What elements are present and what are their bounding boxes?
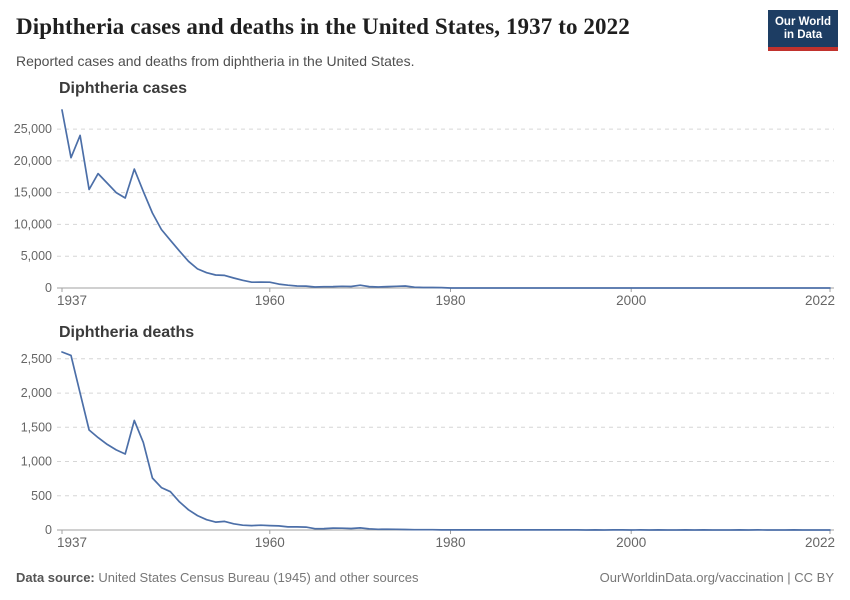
svg-text:2,500: 2,500 xyxy=(21,352,52,366)
svg-text:2000: 2000 xyxy=(616,535,646,550)
data-source-note: Data source: United States Census Bureau… xyxy=(16,570,419,586)
svg-text:1937: 1937 xyxy=(57,293,87,308)
svg-text:2,000: 2,000 xyxy=(21,386,52,400)
svg-text:0: 0 xyxy=(45,523,52,537)
svg-text:15,000: 15,000 xyxy=(14,186,52,200)
credit-note: OurWorldinData.org/vaccination | CC BY xyxy=(599,570,834,585)
svg-text:1937: 1937 xyxy=(57,535,87,550)
deaths-chart-title: Diphtheria deaths xyxy=(59,324,195,341)
svg-text:1980: 1980 xyxy=(435,293,465,308)
svg-text:5,000: 5,000 xyxy=(21,249,52,263)
svg-text:1,000: 1,000 xyxy=(21,455,52,469)
owid-logo-line1: Our World xyxy=(774,16,831,28)
page-subtitle: Reported cases and deaths from diphtheri… xyxy=(16,53,415,69)
owid-logo-line2: in Data xyxy=(783,29,823,41)
svg-text:1960: 1960 xyxy=(255,293,285,308)
svg-text:2022: 2022 xyxy=(805,293,835,308)
svg-text:20,000: 20,000 xyxy=(14,154,52,168)
cases-chart-title: Diphtheria cases xyxy=(59,80,188,97)
deaths-line-chart: 0 500 1,000 1,500 2,000 2,500 1937 1960 1980 2000… xyxy=(21,351,835,550)
svg-text:500: 500 xyxy=(31,489,52,503)
svg-text:2022: 2022 xyxy=(805,535,835,550)
page-title: Diphtheria cases and deaths in the Unite… xyxy=(16,14,630,39)
svg-text:0: 0 xyxy=(45,281,52,295)
svg-text:25,000: 25,000 xyxy=(14,122,52,136)
data-source-text: United States Census Bureau (1945) and o… xyxy=(94,570,419,585)
data-source-label: Data source: xyxy=(16,570,95,585)
svg-text:2000: 2000 xyxy=(616,293,646,308)
cases-line-chart: 0 5,000 10,000 15,000 20,000 25,000 1937 1960 19… xyxy=(14,109,835,308)
svg-text:1980: 1980 xyxy=(435,535,465,550)
owid-logo: Our World in Data xyxy=(767,10,838,51)
svg-text:1,500: 1,500 xyxy=(21,420,52,434)
svg-text:1960: 1960 xyxy=(255,535,285,550)
svg-text:10,000: 10,000 xyxy=(14,217,52,231)
chart-footer: Data source: United States Census Bureau… xyxy=(16,570,834,586)
